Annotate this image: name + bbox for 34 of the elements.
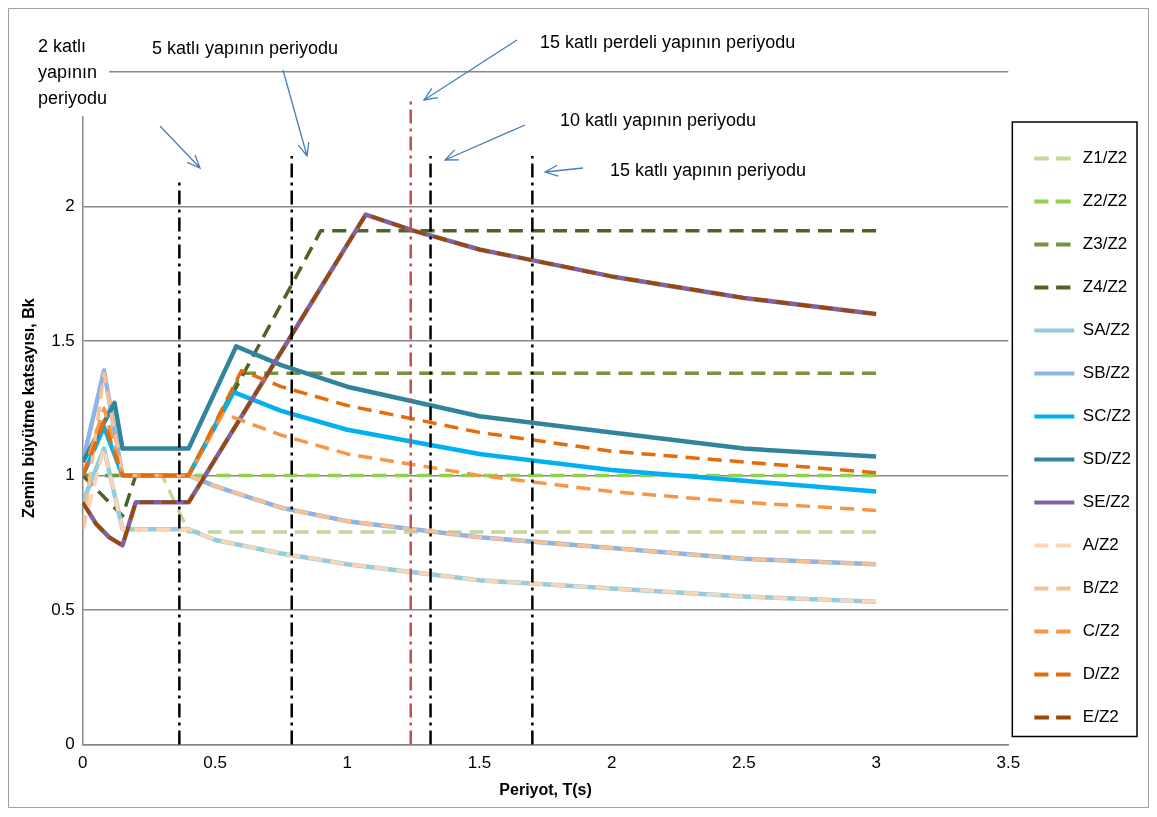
- legend-label: C/Z2: [1082, 621, 1120, 641]
- legend-label: Z4/Z2: [1082, 277, 1128, 297]
- x-tick-label: 0: [78, 753, 88, 773]
- legend-label: SD/Z2: [1082, 449, 1132, 469]
- y-tick-label: 2: [65, 196, 75, 216]
- annotation: 15 katlı yapının periyodu: [610, 159, 807, 180]
- y-tick-label: 1: [65, 465, 75, 485]
- x-tick-label: 3.5: [996, 753, 1021, 773]
- legend-label: A/Z2: [1082, 535, 1119, 555]
- y-tick-label: 0.5: [51, 599, 75, 619]
- legend-label: Z1/Z2: [1082, 148, 1128, 168]
- x-tick-label: 2: [606, 753, 617, 773]
- y-tick-label: 1.5: [51, 330, 75, 350]
- text: 5 katlı yapının periyodu: [152, 37, 339, 58]
- legend-label: SA/Z2: [1082, 320, 1131, 340]
- legend-label: D/Z2: [1082, 664, 1120, 684]
- x-tick-label: 0.5: [203, 753, 227, 773]
- legend-label: SE/Z2: [1082, 492, 1131, 512]
- annotation: 10 katlı yapının periyodu: [560, 109, 757, 130]
- x-tick-label: 1: [342, 753, 352, 773]
- legend-label: E/Z2: [1082, 707, 1119, 727]
- legend-label: SB/Z2: [1082, 363, 1131, 383]
- annotation: 2 katlı yapının periyodu: [38, 35, 108, 108]
- text: 15 katlı perdeli yapının periyodu: [540, 31, 796, 52]
- legend-label: Z3/Z2: [1082, 234, 1128, 254]
- x-tick-label: 1.5: [467, 753, 492, 773]
- x-tick-label: 3: [871, 753, 881, 773]
- x-tick-label: 2.5: [732, 753, 756, 773]
- y-axis-title: Zemin büyütme katsayısı, Bk: [20, 298, 38, 519]
- legend-label: SC/Z2: [1082, 406, 1132, 426]
- x-axis-title: Periyot, T(s): [499, 780, 592, 798]
- y-tick-label: 0: [65, 734, 75, 754]
- legend-label: Z2/Z2: [1082, 191, 1128, 211]
- legend-label: B/Z2: [1082, 578, 1119, 598]
